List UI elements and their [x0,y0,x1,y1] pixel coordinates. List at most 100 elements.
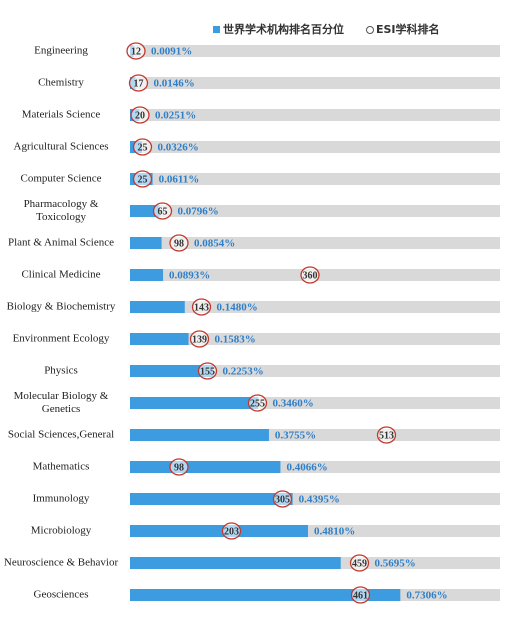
value-label: 0.5695% [375,558,416,570]
category-label: Immunology [32,492,90,505]
rank-label: 25 [138,142,148,153]
category-label: Geosciences [33,588,89,601]
bar-track [130,173,500,185]
rank-marker [376,426,397,444]
bar [130,429,269,441]
rank-label: 17 [134,78,144,89]
rank-label: 139 [192,334,207,345]
value-label: 0.4066% [286,462,327,474]
category-label: Plant & Animal Science [7,236,114,249]
bar-track [130,45,500,57]
value-label: 0.7306% [406,590,447,602]
bar [130,493,293,505]
value-label: 0.1480% [217,302,258,314]
value-label: 0.0251% [155,110,196,122]
rank-marker [221,522,242,540]
rank-marker [189,330,210,348]
rank-marker [130,106,150,124]
category-label: Clinical Medicine [21,268,101,281]
category-label: Physics [44,364,78,377]
bar [130,589,401,601]
bar [130,557,341,569]
rank-label: 65 [158,206,168,217]
value-label: 0.0091% [151,46,192,58]
rank-marker [191,298,212,316]
bar-track [130,141,500,153]
value-label: 0.1583% [215,334,256,346]
bar [130,461,281,473]
category-label: Chemistry [38,76,84,89]
value-label: 0.3755% [275,430,316,442]
category-label: Engineering [34,44,88,57]
legend-swatch [213,26,220,33]
bar-track [130,205,500,217]
value-label: 0.0326% [158,142,199,154]
rank-marker [132,138,153,156]
value-label: 0.0611% [159,174,200,186]
value-label: 0.0796% [178,206,219,218]
value-label: 0.0893% [169,270,210,282]
rank-marker [350,586,371,604]
bar-track [130,77,500,89]
rank-marker [169,458,189,476]
bar-track [130,365,500,377]
category-label: Agricultural Sciences [13,140,109,153]
bar-track [130,109,500,121]
category-label: Mathematics [32,460,90,473]
category-label: Biology & Biochemistry [6,300,116,313]
bar [130,269,164,281]
rank-label: 360 [303,270,318,281]
category-label: Neuroscience & Behavior [3,556,119,569]
value-label: 0.3460% [273,398,314,410]
rank-label: 459 [352,558,367,569]
category-label: Pharmacology & Toxicology [23,198,99,223]
value-label: 0.0854% [194,238,235,250]
legend-label: ESI学科排名 [376,22,440,36]
category-label: Environment Ecology [12,332,110,345]
rank-label: 203 [224,526,239,537]
rank-label: 25 [138,174,148,185]
bar [130,205,160,217]
rank-label: 305 [275,494,290,505]
category-label: Materials Science [21,108,101,121]
bar [130,397,259,409]
bar-track [130,237,500,249]
rank-marker [197,362,218,380]
value-label: 0.4810% [314,526,355,538]
value-label: 0.4395% [299,494,340,506]
rank-marker [300,266,320,284]
bar [130,237,162,249]
legend-swatch [366,26,374,34]
legend-label: 世界学术机构排名百分位 [223,22,344,36]
rank-marker [152,202,173,220]
rank-label: 98 [174,238,184,249]
rank-marker [128,74,149,92]
rank-label: 255 [250,398,265,409]
bar-track [130,333,500,345]
value-label: 0.2253% [223,366,264,378]
rank-marker [169,234,189,252]
bar [130,333,189,345]
category-label: Computer Science [20,172,102,185]
rank-label: 12 [131,46,141,57]
rank-label: 98 [174,462,184,473]
value-label: 0.0146% [154,78,195,90]
category-label: Molecular Biology & Genetics [13,390,109,415]
rank-label: 513 [379,430,394,441]
rank-label: 143 [194,302,209,313]
bar [130,525,308,537]
rank-marker [349,554,370,572]
category-label: Microbiology [30,524,92,537]
rank-label: 20 [135,110,145,121]
bar [130,365,214,377]
rank-label: 155 [200,366,215,377]
rank-marker [126,42,146,60]
bar-track [130,301,500,313]
rank-marker [247,394,268,412]
rank-label: 461 [353,590,368,601]
bar [130,301,185,313]
rank-marker [132,170,153,188]
rank-marker [272,490,293,508]
